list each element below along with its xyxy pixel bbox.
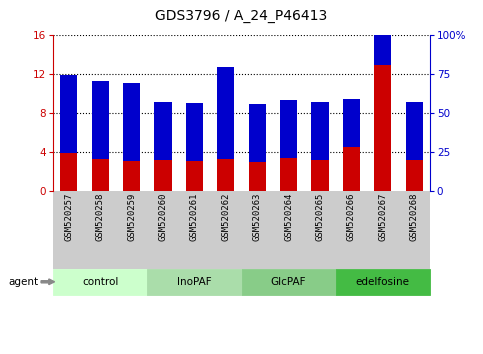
Bar [406,160,423,191]
Bar [343,99,360,147]
Text: agent: agent [9,277,39,287]
Bar [374,0,391,64]
Bar [312,160,328,191]
Bar [123,161,140,191]
Bar [155,102,171,160]
Bar [123,83,140,161]
Bar [60,75,77,153]
Bar [186,103,203,161]
Text: edelfosine: edelfosine [356,277,410,287]
Bar [92,159,109,191]
Bar [249,103,266,162]
Bar [217,67,234,159]
Bar [155,160,171,191]
Text: control: control [82,277,118,287]
Bar [186,161,203,191]
Text: GDS3796 / A_24_P46413: GDS3796 / A_24_P46413 [156,9,327,23]
Bar [312,102,328,160]
Text: GlcPAF: GlcPAF [271,277,306,287]
Bar [92,81,109,159]
Bar [406,102,423,160]
Bar [343,147,360,191]
Bar [249,162,266,191]
Bar [217,159,234,191]
Bar [280,158,297,191]
Text: InoPAF: InoPAF [177,277,212,287]
Bar [60,153,77,191]
Bar [280,99,297,158]
Bar [374,64,391,191]
